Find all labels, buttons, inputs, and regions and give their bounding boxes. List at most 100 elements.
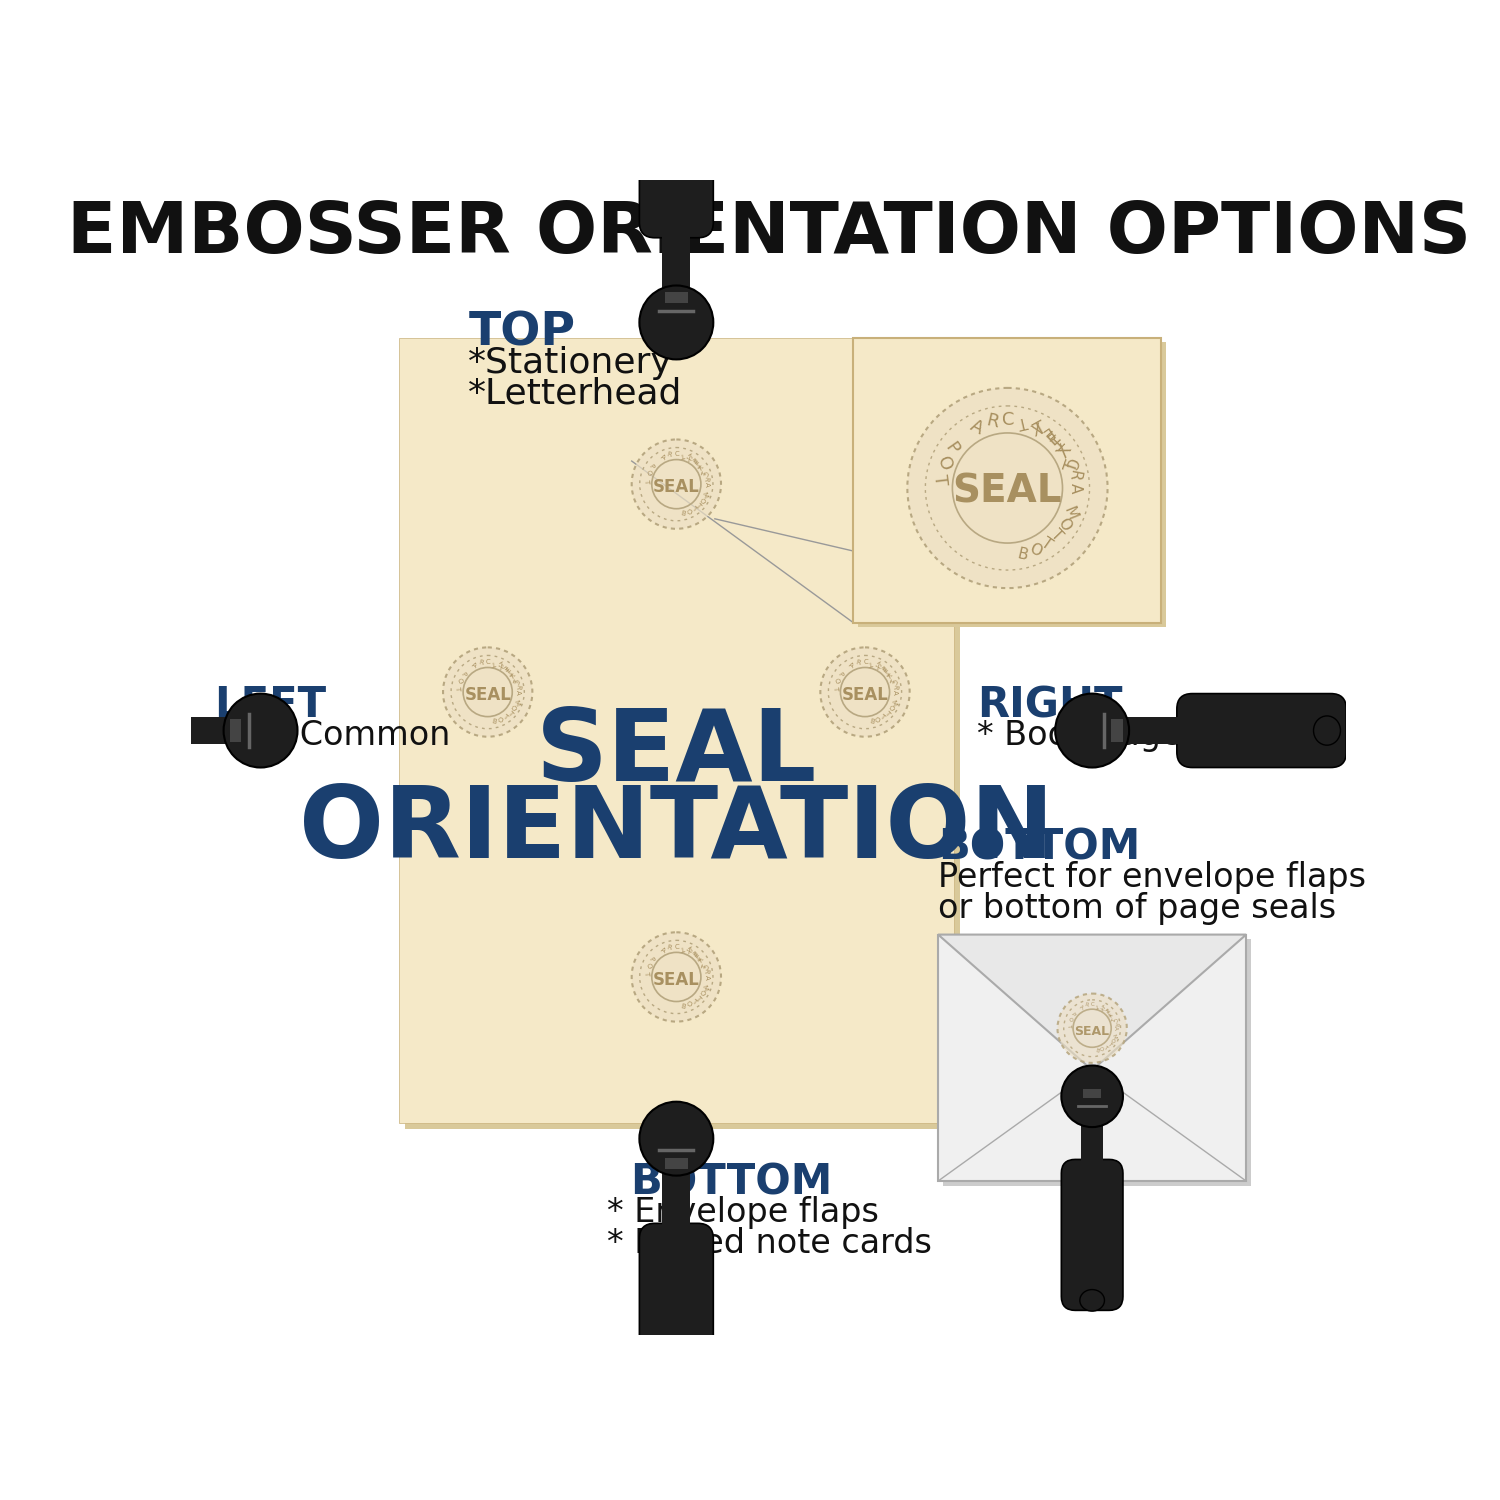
Text: T: T: [681, 944, 686, 951]
Text: X: X: [1053, 441, 1076, 460]
Text: R: R: [666, 944, 672, 951]
Text: * Envelope flaps: * Envelope flaps: [608, 1197, 879, 1230]
Circle shape: [639, 1101, 714, 1176]
Text: P: P: [459, 670, 466, 678]
Circle shape: [908, 388, 1107, 588]
Text: B: B: [680, 1004, 686, 1010]
Text: T: T: [690, 998, 698, 1005]
Text: O: O: [833, 678, 840, 686]
Text: E: E: [882, 666, 890, 674]
Text: A: A: [892, 690, 898, 694]
Text: C: C: [700, 962, 708, 969]
Text: O: O: [698, 496, 706, 504]
Text: P: P: [648, 464, 656, 470]
Text: E: E: [506, 666, 512, 674]
Text: E: E: [1106, 1008, 1112, 1014]
Text: M: M: [890, 699, 897, 708]
Text: X: X: [886, 672, 894, 680]
Text: R: R: [704, 969, 710, 974]
Text: Perfect for envelope flaps: Perfect for envelope flaps: [938, 861, 1366, 894]
Text: P: P: [940, 440, 962, 459]
Bar: [1112, 718, 1124, 742]
Text: E: E: [690, 456, 698, 464]
Text: O: O: [886, 705, 894, 712]
Text: C: C: [1062, 454, 1080, 470]
Text: A: A: [658, 946, 666, 954]
Text: X: X: [874, 660, 880, 668]
Text: BOTTOM: BOTTOM: [938, 827, 1140, 868]
Bar: [1082, 1116, 1102, 1178]
Text: T: T: [688, 454, 694, 460]
Bar: [399, 338, 954, 1124]
Text: T: T: [702, 964, 708, 970]
Text: R: R: [666, 452, 672, 458]
Ellipse shape: [1080, 1290, 1104, 1311]
Text: T: T: [831, 686, 839, 692]
Text: T: T: [513, 680, 520, 686]
Bar: [230, 718, 242, 742]
Text: SEAL: SEAL: [842, 686, 888, 703]
Text: T: T: [884, 710, 891, 717]
Text: O: O: [1108, 1038, 1114, 1044]
Bar: [853, 338, 1161, 622]
Text: O: O: [686, 509, 693, 516]
Text: X: X: [686, 945, 692, 952]
Text: T: T: [506, 668, 513, 675]
Circle shape: [442, 648, 532, 736]
Text: T: T: [1048, 526, 1065, 544]
Text: *Stationery: *Stationery: [468, 345, 674, 380]
Circle shape: [224, 693, 297, 768]
Text: X: X: [510, 672, 518, 680]
Text: C: C: [675, 450, 680, 458]
Bar: [664, 1158, 688, 1170]
Text: R: R: [514, 684, 520, 688]
Text: C: C: [700, 470, 708, 476]
Bar: [156, 717, 234, 744]
Text: T: T: [1066, 1023, 1071, 1028]
Text: A: A: [704, 482, 710, 486]
Text: R: R: [1066, 468, 1083, 482]
Text: O: O: [1066, 1017, 1072, 1023]
Circle shape: [632, 440, 722, 530]
Text: A: A: [471, 662, 477, 669]
Text: R: R: [891, 684, 898, 688]
Text: ORIENTATION: ORIENTATION: [298, 782, 1054, 879]
Text: X: X: [496, 660, 504, 668]
Text: O: O: [1100, 1047, 1104, 1053]
Text: T: T: [644, 478, 650, 483]
Bar: [944, 939, 1251, 1185]
Text: B: B: [868, 718, 874, 724]
Text: T: T: [890, 680, 897, 686]
Text: A: A: [1068, 483, 1083, 494]
Text: C: C: [890, 678, 897, 684]
Polygon shape: [938, 934, 1246, 1070]
Text: M: M: [700, 492, 708, 500]
Text: O: O: [686, 1000, 693, 1008]
Text: T: T: [492, 658, 498, 666]
Text: SEAL: SEAL: [1074, 1024, 1110, 1038]
Circle shape: [821, 648, 909, 736]
Text: O: O: [933, 454, 956, 474]
Text: SEAL: SEAL: [952, 472, 1062, 510]
Ellipse shape: [662, 1360, 692, 1388]
Text: O: O: [644, 963, 652, 969]
Text: E: E: [693, 459, 700, 465]
Text: M: M: [512, 699, 520, 708]
Bar: [664, 291, 688, 303]
Text: T: T: [1038, 536, 1054, 552]
FancyBboxPatch shape: [6, 693, 176, 768]
Text: O: O: [698, 990, 706, 998]
Text: *Letterhead: *Letterhead: [468, 376, 682, 411]
Text: E: E: [690, 948, 698, 956]
Circle shape: [639, 285, 714, 360]
Text: T: T: [879, 714, 886, 720]
Text: T: T: [694, 501, 702, 509]
Ellipse shape: [1314, 716, 1341, 746]
Text: B: B: [492, 718, 498, 724]
Text: O: O: [1026, 542, 1044, 560]
Text: O: O: [644, 470, 652, 477]
Text: P: P: [1070, 1013, 1076, 1017]
Text: T: T: [694, 952, 702, 960]
Text: E: E: [1038, 423, 1054, 441]
Text: LEFT: LEFT: [214, 684, 327, 726]
